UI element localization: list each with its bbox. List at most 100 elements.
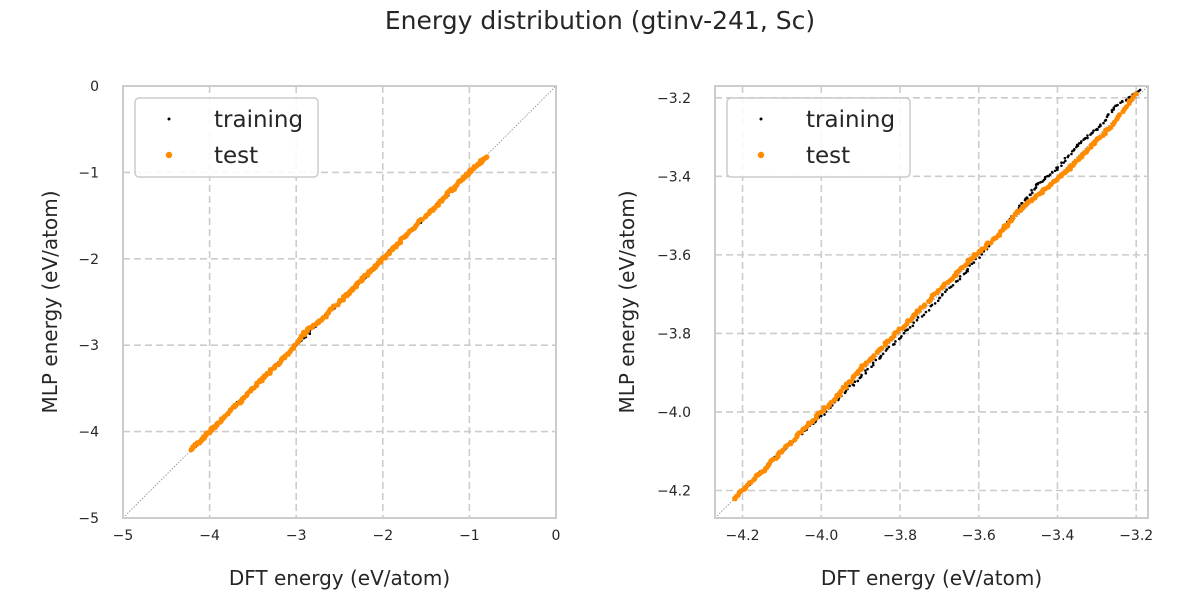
training-point <box>1086 136 1089 140</box>
training-point <box>1037 181 1040 185</box>
test-point <box>484 154 490 161</box>
x-axis-label: DFT energy (eV/atom) <box>229 566 450 590</box>
training-point <box>1091 131 1094 134</box>
training-point <box>900 334 903 338</box>
y-tick-label: −3 <box>78 338 99 354</box>
legend-box <box>134 97 319 178</box>
y-tick-label: −5 <box>78 511 99 527</box>
training-point <box>1060 164 1063 168</box>
training-point <box>1072 147 1076 151</box>
test-point <box>879 345 885 351</box>
training-point <box>941 293 944 296</box>
training-point <box>1030 188 1033 192</box>
y-tick-label: −3.4 <box>657 169 691 185</box>
training-point <box>1029 193 1032 197</box>
training-point <box>1048 173 1052 176</box>
training-point <box>1039 181 1042 184</box>
test-point <box>419 216 425 223</box>
training-point <box>964 271 968 275</box>
training-point <box>911 324 915 328</box>
test-point <box>871 353 877 359</box>
test-point <box>821 404 827 411</box>
training-point <box>958 275 962 278</box>
training-legend-label: training <box>806 107 895 133</box>
training-point <box>1051 171 1054 174</box>
training-point <box>1060 161 1063 164</box>
training-point <box>970 262 974 266</box>
training-point <box>972 261 976 264</box>
test-point <box>848 378 854 385</box>
training-legend-marker <box>759 117 763 121</box>
scatter-panel-2: −4.2 −4.0 −3.8 −3.6 −3.4 −3.2 −4.2 −4.0 −3.8 −3.6… <box>615 85 1153 590</box>
training-point <box>1099 123 1102 127</box>
test-point <box>921 302 928 308</box>
training-point <box>945 288 949 291</box>
training-point <box>905 328 909 332</box>
y-tick-label: −4 <box>78 425 99 441</box>
training-point <box>1062 161 1065 164</box>
x-tick-label: −3.4 <box>1040 528 1074 544</box>
training-point <box>860 373 863 377</box>
training-point <box>1112 106 1116 109</box>
training-point <box>944 290 947 294</box>
training-point <box>870 365 873 369</box>
x-tick-label: −3 <box>286 528 307 544</box>
training-point <box>915 318 919 322</box>
training-point <box>885 347 889 351</box>
y-tick-label: −3.6 <box>657 248 691 264</box>
legend: training test <box>726 97 911 178</box>
legend-box <box>726 97 911 178</box>
training-point <box>902 331 906 335</box>
training-point <box>1067 154 1070 157</box>
training-point <box>1102 121 1105 125</box>
training-point <box>871 361 875 365</box>
x-tick-label: −3.8 <box>883 528 917 544</box>
x-tick-label: −4 <box>199 528 220 544</box>
scatter-panel-1: −5 −4 −3 −2 −1 0 −5 −4 −3 −2 −1 0 DFT energy (eV/ato… <box>38 79 560 590</box>
training-point <box>956 279 959 283</box>
training-point <box>871 363 875 367</box>
training-point <box>1092 129 1095 132</box>
test-legend-label: test <box>214 143 258 169</box>
training-point <box>922 313 926 317</box>
training-point <box>1096 128 1099 131</box>
training-point <box>1116 103 1119 107</box>
training-point <box>966 267 970 271</box>
training-point <box>936 299 940 303</box>
training-point <box>856 379 860 383</box>
training-point <box>1119 101 1122 105</box>
training-point <box>1086 134 1089 137</box>
test-point <box>788 439 794 446</box>
axes-frame <box>714 85 1149 519</box>
test-point <box>1130 94 1136 100</box>
training-point <box>893 342 896 346</box>
training-point <box>1018 204 1021 207</box>
training-point <box>1025 196 1029 199</box>
training-point <box>852 384 856 387</box>
training-point <box>1076 144 1080 148</box>
training-point <box>927 308 931 312</box>
training-point <box>924 310 928 314</box>
training-point <box>823 413 826 416</box>
test-point <box>935 287 942 294</box>
training-point <box>1056 168 1059 172</box>
test-legend-label: test <box>806 143 850 169</box>
y-axis-label: MLP energy (eV/atom) <box>38 190 62 413</box>
training-point <box>864 371 868 375</box>
figure-title: Energy distribution (gtinv-241, Sc) <box>384 6 816 35</box>
training-point <box>966 269 969 273</box>
training-point <box>1063 156 1067 160</box>
x-tick-label: −2 <box>372 528 393 544</box>
training-point <box>1114 104 1117 108</box>
training-legend-marker <box>167 117 171 121</box>
x-tick-label: −1 <box>459 528 480 544</box>
training-point <box>848 384 851 388</box>
y-tick-label: −3.8 <box>657 326 691 342</box>
training-point <box>951 283 955 287</box>
test-point <box>884 338 890 344</box>
training-point <box>894 340 897 343</box>
training-point <box>920 315 924 318</box>
legend: training test <box>134 97 319 178</box>
training-point <box>958 277 962 281</box>
